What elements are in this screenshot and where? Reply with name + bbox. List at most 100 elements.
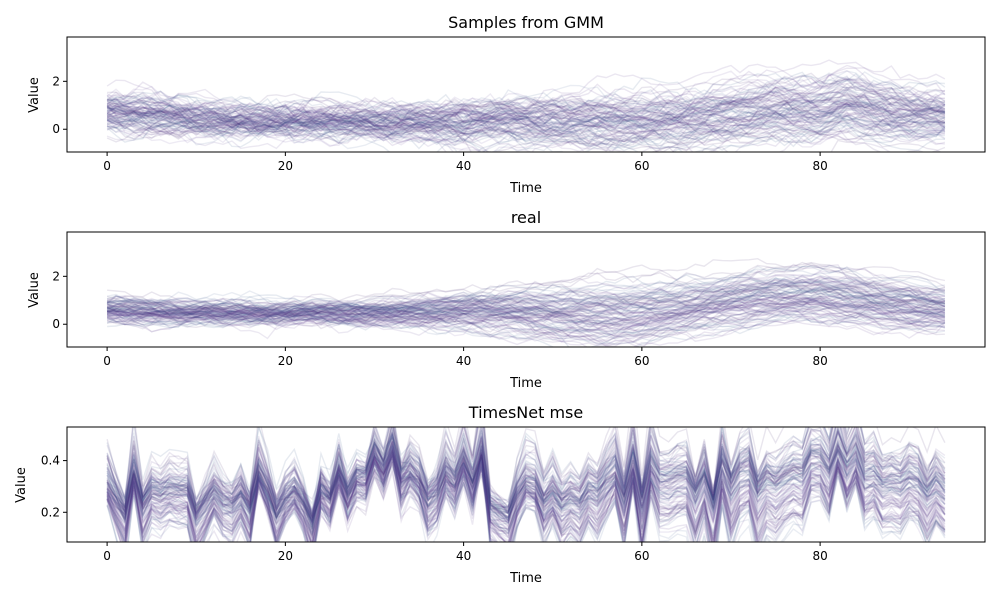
- series-line: [107, 282, 946, 321]
- series-line: [106, 70, 946, 116]
- series-line: [106, 315, 946, 347]
- series-line: [106, 461, 946, 542]
- series-line: [106, 450, 946, 542]
- series-line: [106, 109, 946, 147]
- x-tick-label: 40: [456, 159, 471, 173]
- series-line: [107, 300, 945, 326]
- series-line: [106, 443, 946, 524]
- series-line: [106, 300, 945, 333]
- series-line: [107, 295, 945, 318]
- series-line: [107, 305, 946, 346]
- series-line: [107, 291, 945, 331]
- series-line: [107, 59, 946, 140]
- series-line: [106, 444, 946, 524]
- series-line: [106, 429, 946, 526]
- series-line: [107, 93, 945, 134]
- series-line: [106, 84, 946, 131]
- series-line: [106, 291, 946, 326]
- series-line: [106, 86, 946, 138]
- series-line: [106, 447, 946, 539]
- series-line: [106, 456, 946, 539]
- series-line: [106, 446, 946, 542]
- series-line: [106, 96, 946, 130]
- series-line: [106, 101, 946, 136]
- series-line: [106, 454, 946, 533]
- series-line: [106, 440, 946, 520]
- panel-title: Samples from GMM: [448, 13, 604, 32]
- series-line: [106, 299, 946, 347]
- series-line: [106, 86, 946, 136]
- series-line: [106, 285, 945, 320]
- series-line: [106, 445, 946, 537]
- series-line: [106, 443, 946, 524]
- series-line: [106, 440, 946, 521]
- series-line: [106, 276, 945, 318]
- series-line: [106, 447, 946, 531]
- series-line: [107, 78, 945, 126]
- series-line: [106, 99, 946, 131]
- series-line: [106, 448, 946, 542]
- y-axis-label: Value: [27, 272, 42, 308]
- series-line: [106, 451, 946, 518]
- series-line: [106, 449, 946, 527]
- series-line: [106, 455, 946, 522]
- series-line: [106, 285, 946, 321]
- series-line: [106, 94, 946, 137]
- series-line: [106, 280, 946, 314]
- series-line: [106, 276, 946, 324]
- series-line: [106, 434, 946, 527]
- y-tick-label: 0: [52, 122, 60, 136]
- series-line: [106, 427, 946, 518]
- series-line: [106, 437, 946, 521]
- plot-area: [106, 427, 946, 542]
- series-line: [106, 427, 946, 542]
- series-line: [107, 286, 946, 324]
- series-line: [106, 441, 946, 542]
- series-line: [106, 448, 946, 536]
- x-tick-label: 20: [278, 354, 293, 368]
- series-line: [107, 307, 946, 328]
- series-line: [106, 443, 945, 534]
- series-line: [107, 290, 946, 319]
- series-line: [106, 91, 946, 138]
- axes-frame: [66, 36, 986, 153]
- series-line: [107, 286, 946, 323]
- series-line: [106, 286, 946, 324]
- series-line: [106, 287, 945, 328]
- x-tick-label: 20: [278, 159, 293, 173]
- series-line: [106, 85, 946, 133]
- series-line: [106, 70, 946, 128]
- series-line: [107, 296, 945, 336]
- series-line: [106, 449, 946, 542]
- series-line: [106, 454, 946, 542]
- series-line: [106, 270, 946, 309]
- panel-title: real: [511, 208, 541, 227]
- series-line: [107, 275, 945, 322]
- series-line: [106, 281, 946, 323]
- series-line: [106, 449, 946, 542]
- series-line: [107, 303, 946, 343]
- series-line: [106, 115, 945, 152]
- series-line: [106, 427, 946, 518]
- y-axis-label: Value: [14, 467, 29, 503]
- series-line: [106, 281, 945, 322]
- series-line: [106, 103, 946, 135]
- series-line: [107, 302, 946, 333]
- series-line: [107, 114, 945, 140]
- x-tick-label: 60: [634, 159, 649, 173]
- series-line: [106, 428, 946, 524]
- series-line: [106, 427, 946, 530]
- series-line: [106, 441, 946, 539]
- panel-real: real Time Value 0 20 40 60 80 0 2: [27, 208, 986, 391]
- series-line: [106, 102, 946, 133]
- series-line: [106, 449, 946, 542]
- plot-area: [106, 59, 946, 152]
- series-line: [106, 448, 946, 542]
- series-line: [106, 429, 946, 539]
- series-line: [106, 257, 946, 318]
- series-line: [106, 449, 946, 537]
- series-line: [106, 103, 946, 139]
- series-line: [106, 427, 946, 522]
- x-tick-label: 60: [634, 354, 649, 368]
